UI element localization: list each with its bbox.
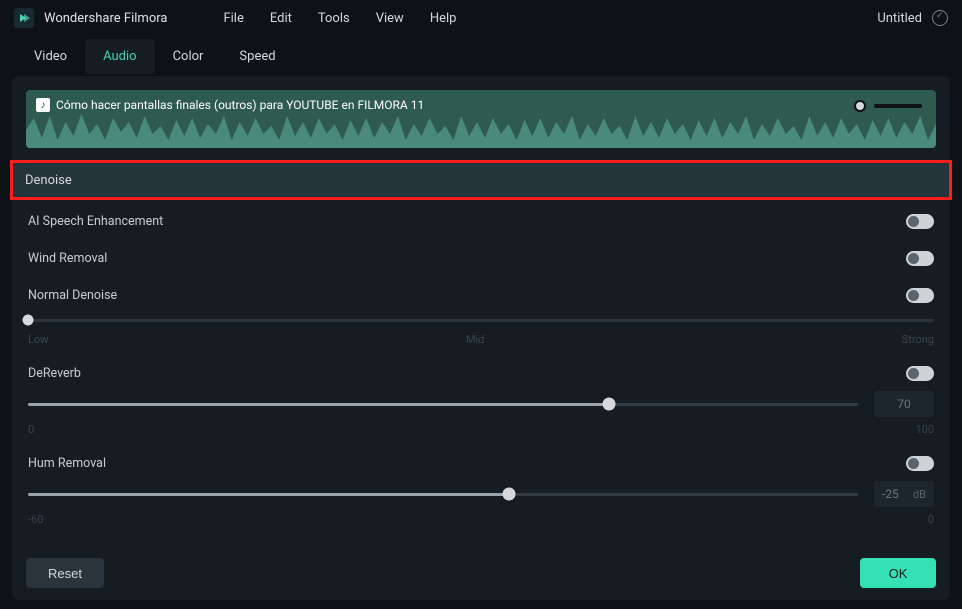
normal-denoise-toggle[interactable] <box>906 288 934 303</box>
unit-db: dB <box>913 488 926 501</box>
document-title: Untitled <box>877 11 922 26</box>
ai-speech-toggle[interactable] <box>906 214 934 229</box>
ok-button[interactable]: OK <box>860 558 936 588</box>
section-title: Denoise <box>25 173 72 188</box>
dereverb-slider[interactable] <box>28 397 858 411</box>
menu-tools[interactable]: Tools <box>318 11 350 26</box>
tick-mid: Mid <box>466 333 484 346</box>
section-denoise-header[interactable]: Denoise <box>10 160 952 200</box>
ai-speech-label: AI Speech Enhancement <box>28 214 163 229</box>
audio-panel: ♪ Cómo hacer pantallas finales (outros) … <box>12 76 950 600</box>
title-bar: Wondershare Filmora File Edit Tools View… <box>0 0 962 36</box>
hum-removal-value[interactable]: -25 dB <box>874 481 934 507</box>
hum-removal-label: Hum Removal <box>28 456 106 471</box>
tab-color[interactable]: Color <box>173 39 204 74</box>
wind-removal-toggle[interactable] <box>906 251 934 266</box>
tab-video[interactable]: Video <box>34 39 67 74</box>
dereverb-toggle[interactable] <box>906 366 934 381</box>
clip-title: Cómo hacer pantallas finales (outros) pa… <box>56 98 424 112</box>
menu-file[interactable]: File <box>223 11 243 26</box>
property-tabs: Video Audio Color Speed <box>0 36 962 76</box>
app-title: Wondershare Filmora <box>44 11 167 26</box>
tick-strong: Strong <box>902 333 934 346</box>
dereverb-label: DeReverb <box>28 366 81 381</box>
reset-button[interactable]: Reset <box>26 558 104 588</box>
hum-max: 0 <box>928 513 934 526</box>
normal-denoise-label: Normal Denoise <box>28 288 117 303</box>
panel-footer: Reset OK <box>12 546 950 600</box>
dereverb-max: 100 <box>915 423 934 436</box>
menu-help[interactable]: Help <box>430 11 457 26</box>
music-icon: ♪ <box>36 98 50 112</box>
tick-low: Low <box>28 333 48 346</box>
audio-clip-waveform[interactable]: ♪ Cómo hacer pantallas finales (outros) … <box>26 90 936 148</box>
menu-bar: File Edit Tools View Help <box>223 11 456 26</box>
hum-removal-toggle[interactable] <box>906 456 934 471</box>
normal-denoise-slider[interactable] <box>28 313 934 327</box>
waveform-graphic <box>26 110 936 148</box>
menu-edit[interactable]: Edit <box>270 11 292 26</box>
clip-volume-slider[interactable] <box>854 100 922 112</box>
tab-speed[interactable]: Speed <box>239 39 275 74</box>
app-logo <box>14 8 34 28</box>
dereverb-value[interactable]: 70 <box>874 391 934 417</box>
wind-removal-label: Wind Removal <box>28 251 107 266</box>
dereverb-min: 0 <box>28 423 34 436</box>
hum-min: -60 <box>28 513 43 526</box>
menu-view[interactable]: View <box>376 11 404 26</box>
sync-status-icon[interactable] <box>932 10 948 26</box>
tab-audio[interactable]: Audio <box>85 39 154 74</box>
hum-removal-slider[interactable] <box>28 487 858 501</box>
